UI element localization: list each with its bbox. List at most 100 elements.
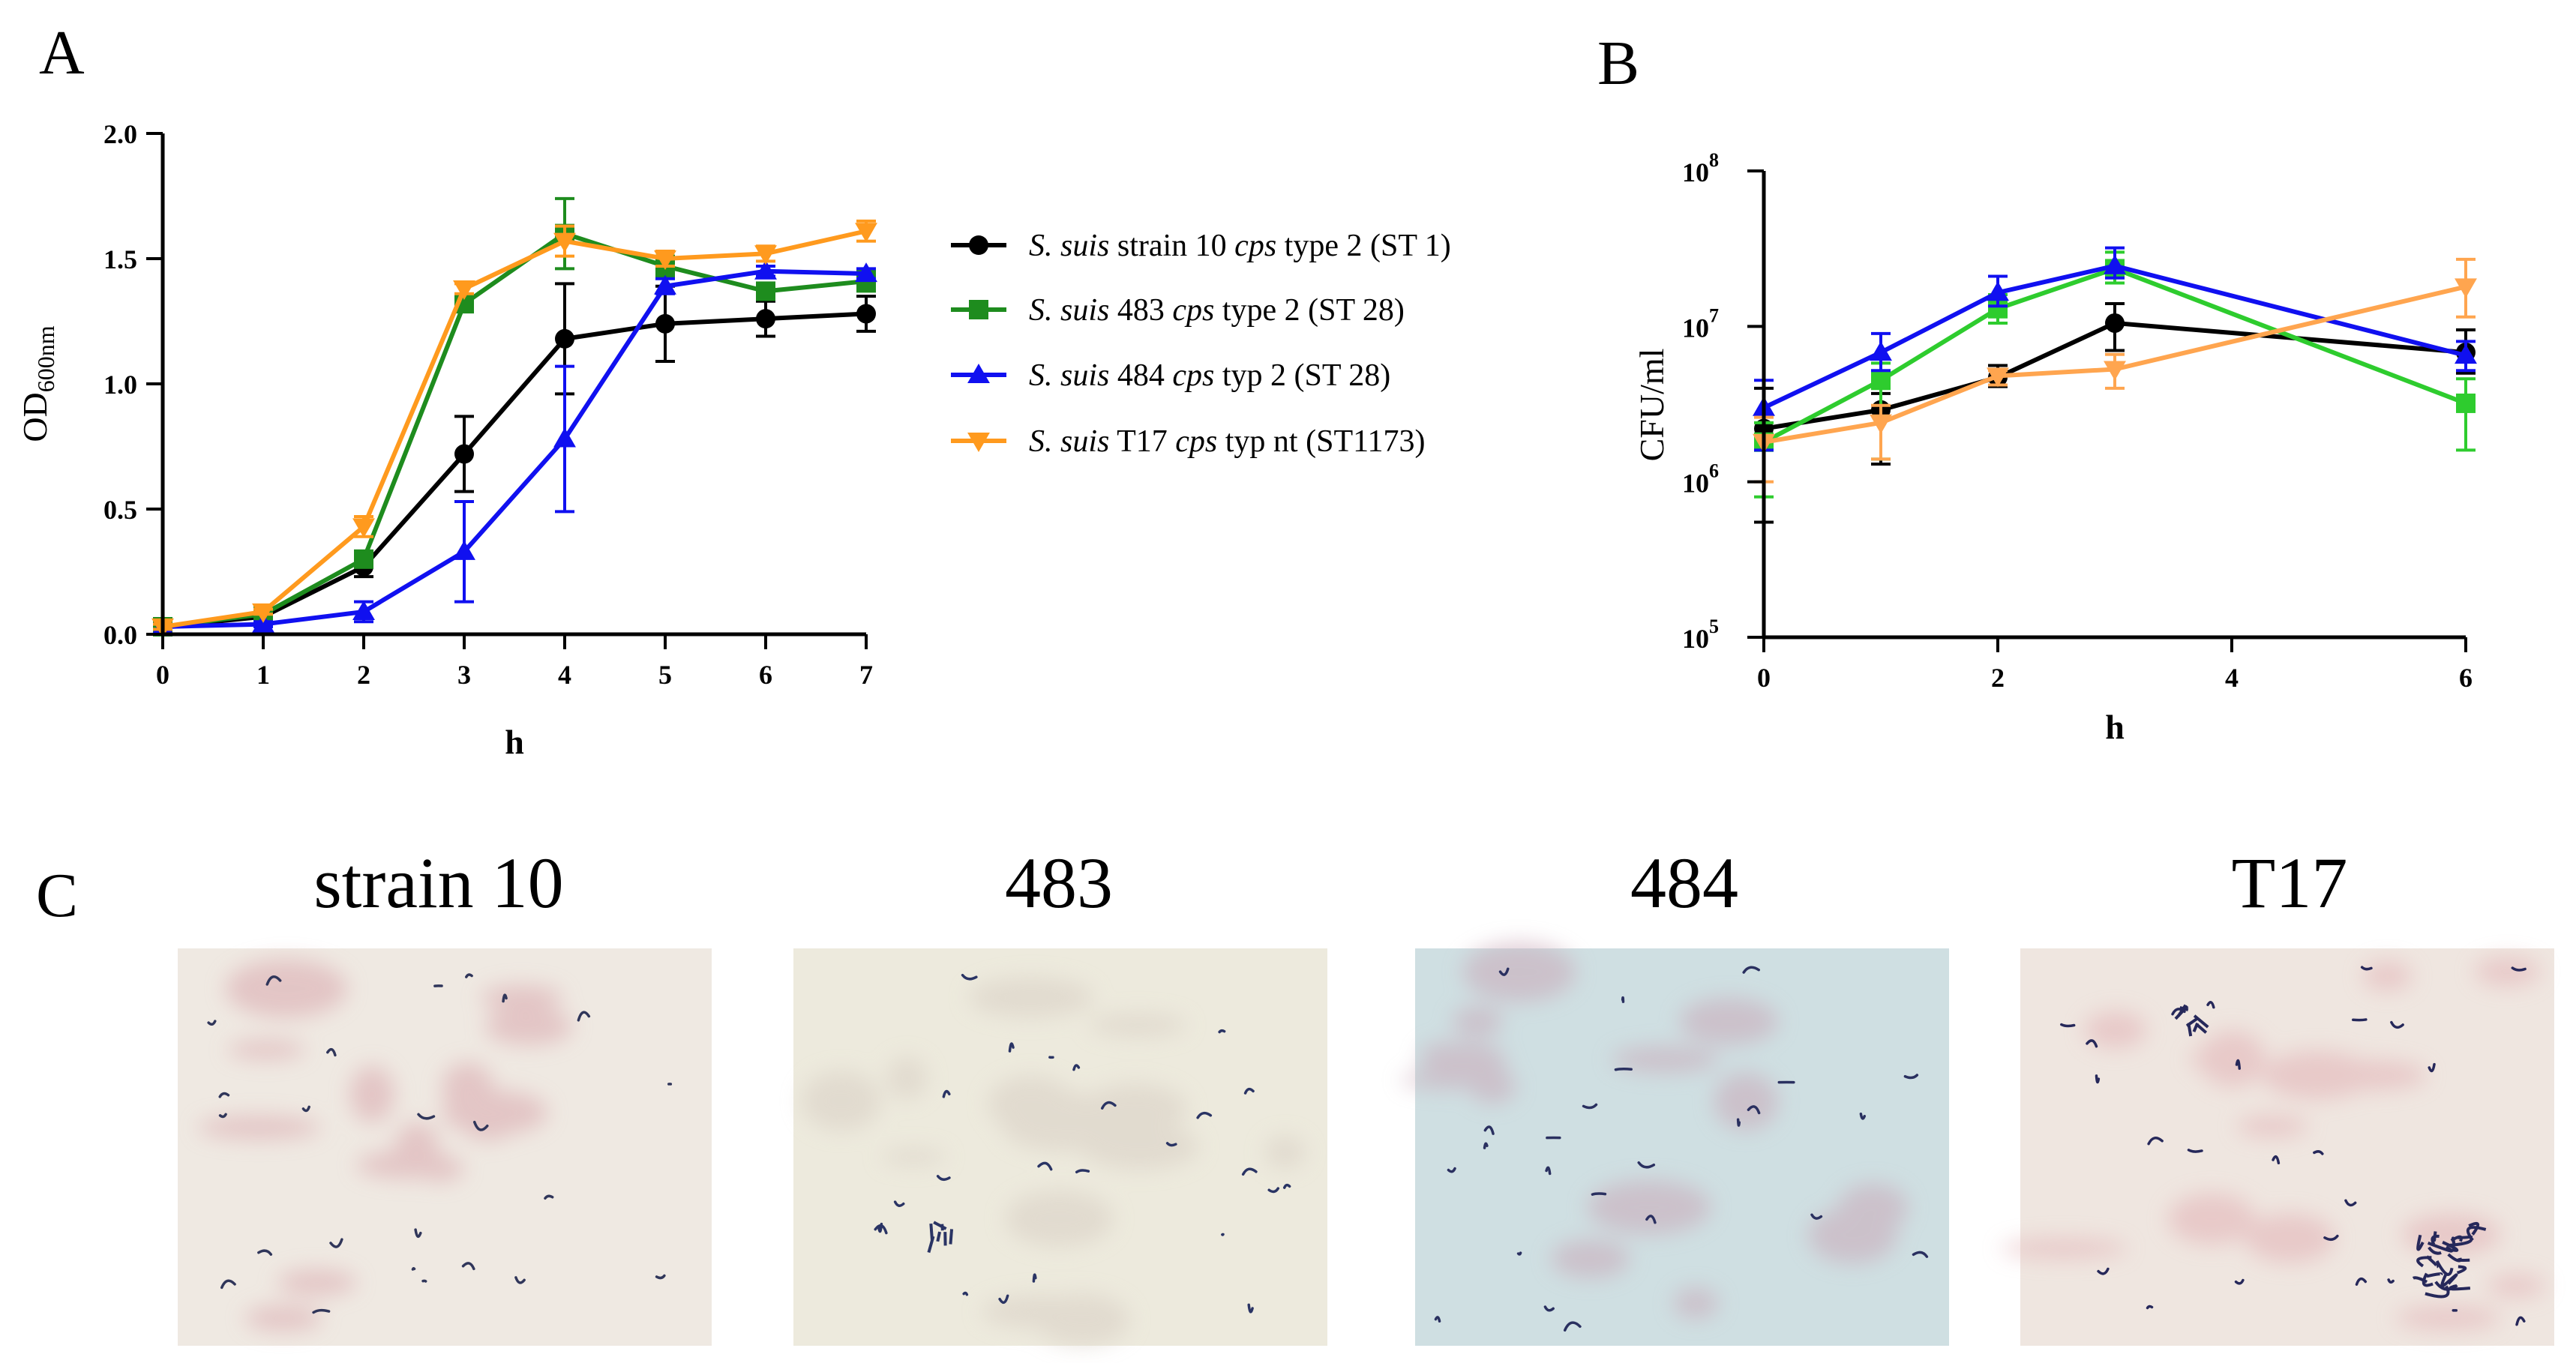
chart-a-data-point: [855, 223, 877, 243]
bacterial-chain: [417, 1113, 436, 1120]
bacterial-chain: [218, 1113, 227, 1119]
chart-a: 0 1 2 3 4 5 6 7 0.0 0.5 1.0 1.5 2.0 h OD600nm: [16, 119, 877, 761]
bacterial-chain: [2427, 1242, 2454, 1253]
bacterial-chain: [1543, 1305, 1555, 1312]
bacterial-chain: [2196, 1023, 2208, 1034]
bacterial-chain: [1072, 1064, 1081, 1071]
micrograph-stain-blob: [2487, 1274, 2545, 1298]
chart-a-data-point: [352, 600, 375, 620]
bacterial-chain: [220, 1279, 236, 1290]
micrograph-0: strain 10: [178, 843, 712, 1346]
micrograph-stain-blob: [1264, 1136, 1306, 1169]
legend-item-3: S. suis T17 cps typ nt (ST1173): [951, 424, 1426, 459]
micrograph-stain-blob: [2000, 1238, 2128, 1259]
bacterial-chain: [2433, 1231, 2437, 1242]
chart-a-data-point: [856, 304, 876, 324]
bacterial-chain: [257, 1249, 273, 1256]
chart-a-data-point: [655, 313, 675, 334]
legend-label: S. suis 484 cps typ 2 (ST 28): [1029, 358, 1390, 393]
legend-species: S. suis: [1029, 358, 1109, 393]
bacterial-chain: [1434, 1316, 1441, 1323]
bacterial-chain: [502, 993, 508, 1003]
bacterial-chain: [998, 1294, 1009, 1305]
legend-label-part: typ nt (ST1173): [1217, 424, 1425, 459]
chart-b-x-tick-label: 6: [2459, 663, 2473, 693]
chart-a-y-tick-label: 2.0: [103, 119, 137, 149]
chart-a-x-tick-label: 3: [457, 660, 471, 690]
bacterial-chain: [2086, 1039, 2098, 1048]
bacterial-chain: [472, 1120, 489, 1131]
micrograph-stain-blob: [244, 1305, 322, 1332]
legend-label: S. suis T17 cps typ nt (ST1173): [1029, 424, 1426, 459]
legend-marker: [967, 432, 990, 452]
chart-b-y-axis-label: CFU/ml: [1633, 349, 1671, 462]
chart-a-data-point: [553, 232, 576, 253]
bacterial-chain: [1037, 1161, 1053, 1171]
bacterial-chain: [2511, 966, 2527, 972]
chart-a-x-tick-label: 0: [156, 660, 169, 690]
legend-species: S. suis: [1029, 229, 1109, 263]
chart-a-data-point: [354, 549, 373, 569]
bacterial-chain: [1218, 1029, 1226, 1034]
bacterial-chain: [2192, 1022, 2200, 1032]
chart-a-series-3: [151, 219, 877, 638]
bacterial-cluster: [2174, 1004, 2487, 1299]
micrograph-stain-blob: [968, 977, 1094, 1018]
bacterial-chain: [1859, 1113, 1867, 1120]
bacterial-chain: [2456, 1265, 2467, 1275]
legend-marker: [967, 364, 990, 384]
chart-b-series-3: [1753, 257, 2477, 484]
bacterial-chain: [1483, 1125, 1495, 1135]
chart-a-series-0: [153, 282, 876, 637]
micrograph-stain-blob: [2395, 1305, 2501, 1330]
bacterial-chain: [2416, 1256, 2432, 1268]
micrograph-stain-blob: [2245, 1213, 2335, 1263]
bacterial-chain: [1282, 1183, 1291, 1189]
micrograph-stain-blob: [1035, 1293, 1130, 1347]
legend-label-part: type 2 (ST 1): [1276, 229, 1451, 263]
panel-letter-b: B: [1597, 28, 1639, 98]
chart-b-x-axis-label: h: [2105, 708, 2125, 746]
bacterial-chain: [1645, 1215, 1657, 1224]
bacterial-chain: [2452, 1236, 2456, 1245]
legend-label-part: 483: [1109, 293, 1172, 328]
bacterial-chain: [1810, 1213, 1823, 1220]
micrograph-label: 484: [1630, 843, 1738, 923]
bacterial-chain: [1621, 996, 1625, 1003]
chart-b-y-tick-label: 108: [1682, 149, 1719, 187]
chart-b-y-tick-base: 10: [1682, 313, 1709, 343]
chart-a-data-point: [754, 259, 777, 280]
legend-label-part: cps: [1172, 293, 1214, 328]
bacterial-chain: [2449, 1235, 2473, 1247]
bacterial-chain: [2187, 1149, 2203, 1153]
chart-a-y-axis-label-main: OD: [16, 392, 54, 442]
chart-b-data-point: [2104, 361, 2126, 381]
chart-a-data-point: [754, 245, 777, 265]
bacterial-chain: [933, 1221, 947, 1230]
micrograph-stain-blob: [356, 1151, 454, 1179]
micrograph-cells: [207, 973, 673, 1314]
micrograph-stain-blob: [1469, 1069, 1516, 1104]
bacterial-chain: [461, 1262, 475, 1271]
micrograph-2: 484: [1400, 843, 1949, 1346]
legend-label-part: type 2 (ST 28): [1214, 293, 1405, 328]
chart-a-ticks: 0 1 2 3 4 5 6 7 0.0 0.5 1.0 1.5 2.0: [103, 119, 873, 690]
chart-a-x-tick-label: 2: [357, 660, 370, 690]
chart-a-data-point: [352, 518, 375, 538]
micrograph-stain-blob: [277, 1269, 357, 1296]
bacterial-chain: [936, 1175, 951, 1181]
bacterial-chain: [2428, 1062, 2436, 1073]
micrograph-stain-blob: [1088, 1014, 1188, 1037]
micrograph-stain-blob: [1679, 998, 1779, 1045]
chart-a-data-point: [453, 280, 475, 301]
bacterial-chain: [1614, 1067, 1633, 1071]
bacterial-chain: [936, 1231, 942, 1242]
chart-b-data-point: [1870, 414, 1892, 434]
legend-label: S. suis strain 10 cps type 2 (ST 1): [1029, 229, 1451, 263]
micrograph-stain-blob: [1462, 942, 1576, 1002]
bacterial-chain: [2468, 1222, 2480, 1236]
bacterial-chain: [2147, 1137, 2164, 1146]
bacterial-chain: [2355, 1277, 2368, 1286]
chart-a-data-point: [756, 281, 775, 301]
bacterial-chain: [1008, 1042, 1015, 1053]
